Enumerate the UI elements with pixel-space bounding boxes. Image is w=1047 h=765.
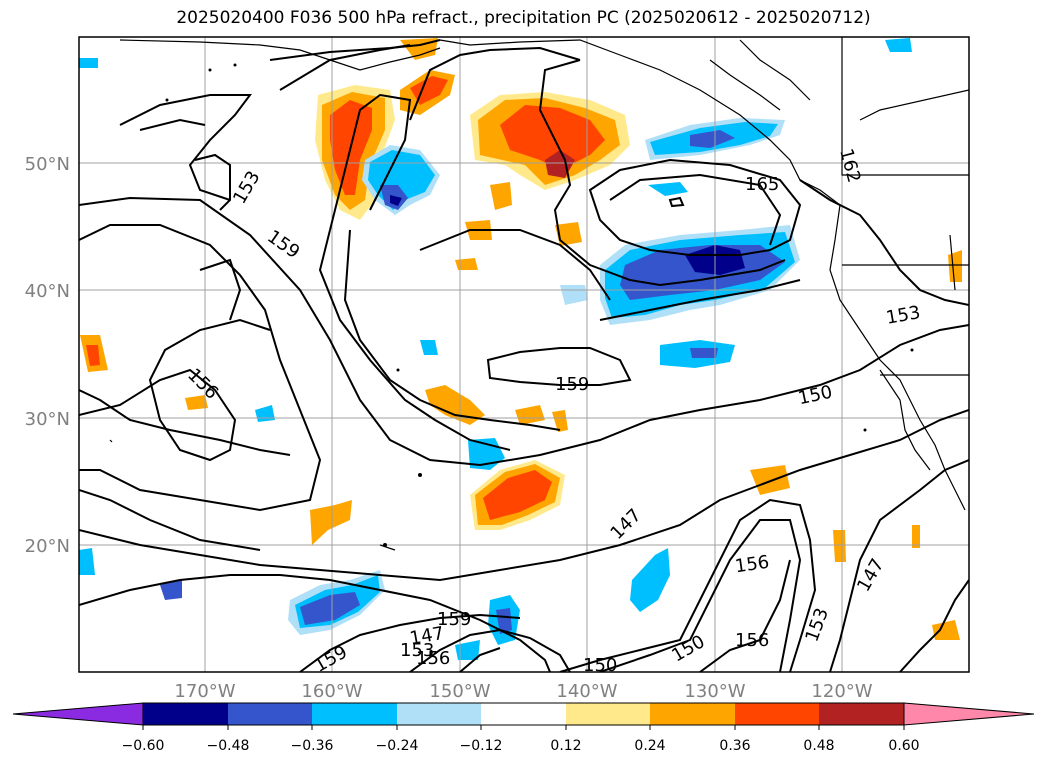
colorbar-tick: 0.36 — [719, 738, 750, 754]
contour-label: 159 — [437, 609, 471, 630]
precip-negative-area — [420, 340, 438, 355]
lon-axis: 170°W 160°W 150°W 140°W 130°W 120°W — [174, 681, 872, 702]
height-contours — [79, 39, 969, 672]
map-frame — [78, 36, 970, 673]
precip-negative-area — [496, 608, 512, 634]
colorbar-tick: −0.36 — [291, 738, 334, 754]
precip-positive-area — [86, 345, 100, 366]
contour-label: 150 — [583, 655, 617, 676]
colorbar-tick: 0.12 — [550, 738, 581, 754]
colorbar: −0.60 −0.48 −0.36 −0.24 −0.12 0.12 0.24 … — [12, 702, 1035, 754]
map-title: 2025020400 F036 500 hPa refract., precip… — [176, 8, 871, 28]
lon-label: 120°W — [811, 681, 872, 702]
colorbar-swatch — [566, 703, 650, 725]
colorbar-tick: −0.24 — [376, 738, 419, 754]
precip-positive-area — [425, 385, 485, 425]
colorbar-tick: −0.60 — [122, 738, 165, 754]
colorbar-tick: 0.60 — [888, 738, 919, 754]
precip-negative-area — [455, 640, 480, 660]
precip-positive-area — [515, 405, 545, 425]
precip-negative-area — [160, 580, 182, 600]
colorbar-min-extension — [12, 702, 144, 726]
contour-label: 156 — [734, 552, 771, 578]
precip-positive-area — [833, 530, 846, 562]
precip-positive-area — [490, 182, 512, 210]
colorbar-swatch — [397, 703, 481, 725]
lon-label: 130°W — [684, 681, 745, 702]
colorbar-swatch — [819, 703, 904, 725]
precip-positive-area — [948, 250, 962, 282]
colorbar-ticks: −0.60 −0.48 −0.36 −0.24 −0.12 0.12 0.24 … — [122, 738, 920, 754]
precip-negative-area — [885, 38, 912, 52]
contour-label: 159 — [555, 374, 589, 395]
precip-positive-area — [555, 222, 582, 246]
lat-axis: 50°N 40°N 30°N 20°N — [25, 154, 70, 557]
colorbar-tick: −0.48 — [207, 738, 250, 754]
precip-positive-area — [500, 105, 605, 170]
colorbar-max-extension — [903, 702, 1035, 726]
lon-label: 160°W — [301, 681, 362, 702]
colorbar-tick: 0.48 — [803, 738, 834, 754]
lat-label: 20°N — [25, 536, 70, 557]
colorbar-swatch — [735, 703, 819, 725]
precip-negative-area — [648, 182, 688, 196]
colorbar-swatch — [481, 703, 566, 725]
contour-label: 165 — [745, 174, 779, 195]
lat-label: 40°N — [25, 281, 70, 302]
contour-label: 156 — [735, 630, 769, 651]
precip-positive-area — [455, 258, 478, 270]
colorbar-tick: 0.24 — [634, 738, 665, 754]
lon-label: 150°W — [429, 681, 490, 702]
precip-positive-area — [912, 525, 920, 548]
colorbar-swatch — [312, 703, 397, 725]
precip-positive-area — [750, 465, 790, 495]
colorbar-swatch — [650, 703, 735, 725]
precip-negative-area — [690, 348, 718, 358]
contour-label: 153 — [400, 640, 434, 661]
lon-label: 140°W — [556, 681, 617, 702]
islands — [165, 63, 914, 547]
precip-positive-area — [932, 620, 960, 640]
precip-negative-area — [79, 548, 95, 575]
colorbar-swatch — [143, 703, 228, 725]
precip-negative-area — [79, 58, 98, 68]
colorbar-swatch — [228, 703, 312, 725]
precip-negative-area — [630, 548, 670, 612]
precip-positive-area — [552, 410, 568, 432]
colorbar-tick: −0.12 — [460, 738, 503, 754]
colorbar-tick-marks — [142, 725, 905, 730]
precip-positive-area — [310, 500, 352, 545]
lat-label: 30°N — [25, 409, 70, 430]
precip-positive-area — [185, 395, 208, 410]
precip-negative-area — [300, 592, 360, 625]
lon-label: 170°W — [174, 681, 235, 702]
lat-label: 50°N — [25, 154, 70, 175]
precip-positive-area — [483, 470, 552, 520]
precip-negative-area — [690, 130, 735, 148]
precip-negative-area — [390, 195, 402, 206]
contour-label: 156 — [416, 648, 450, 669]
